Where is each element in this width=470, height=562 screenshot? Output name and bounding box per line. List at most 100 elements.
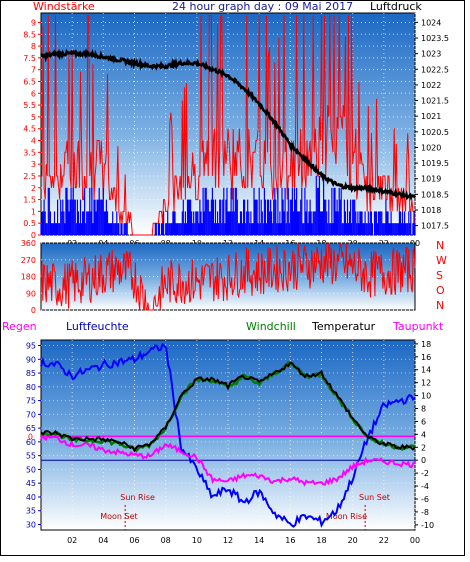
wind-axis-title: Windstärke [33, 0, 95, 13]
humidity-y-label-2: 40 [26, 493, 36, 502]
sun-rise-label: Sun Rise [120, 493, 155, 502]
moon-set-label: Moon Set [100, 512, 137, 521]
humidity-y-label-8: 70 [26, 410, 36, 419]
temp-x-label-4: 10 [192, 536, 202, 545]
pressure-y-label-6: 1020.5 [421, 128, 449, 137]
legend-regen: Regen [2, 320, 37, 333]
pressure-line [40, 48, 417, 201]
wind-y-label-11: 5.5 [23, 101, 36, 110]
dewpoint-line [40, 432, 416, 487]
rain-zero-label: 0 [28, 432, 33, 441]
temp-y-label-10: 10 [421, 392, 431, 401]
temp-y-label-6: 2 [421, 443, 426, 452]
wind-pressure-series [40, 14, 417, 236]
wind-y-label-0: 0 [31, 231, 36, 240]
dir-y-label-1: 90 [26, 289, 36, 298]
wind-y-label-5: 2.5 [23, 172, 36, 181]
legend-luftfeuchte: Luftfeuchte [66, 320, 129, 333]
pressure-y-label-3: 1019 [421, 175, 441, 184]
temperature-humidity-series: Sun Rise Moon Set Sun Set Moon Rise [40, 340, 416, 530]
chart-title: 24 hour graph day : 09 Mai 2017 [172, 0, 353, 13]
humidity-y-label-7: 65 [26, 424, 36, 433]
wind-y-label-12: 6 [31, 89, 36, 98]
temp-y-label-1: -8 [421, 508, 429, 517]
legend-windchill: Windchill [246, 320, 296, 333]
temp-x-label-11: 00 [410, 536, 420, 545]
humidity-y-label-13: 95 [26, 342, 36, 351]
temp-y-label-2: -6 [421, 495, 429, 504]
humidity-y-label-5: 55 [26, 452, 36, 461]
wind-y-label-16: 8 [31, 42, 36, 51]
legend-temperatur: Temperatur [311, 320, 376, 333]
temp-y-label-9: 8 [421, 405, 426, 414]
wind-y-label-7: 3.5 [23, 148, 36, 157]
humidity-y-label-3: 45 [26, 479, 36, 488]
wind-y-label-15: 7.5 [23, 54, 36, 63]
humidity-y-label-12: 90 [26, 355, 36, 364]
compass-label-1: W [436, 254, 447, 267]
temp-y-label-14: 18 [421, 340, 431, 349]
temp-y-label-12: 14 [421, 366, 431, 375]
temp-y-label-8: 6 [421, 417, 426, 426]
wind-y-label-1: 0.5 [23, 219, 36, 228]
compass-label-3: O [436, 284, 445, 297]
wind-y-label-10: 5 [31, 113, 36, 122]
humidity-y-label-4: 50 [26, 465, 36, 474]
temperature-humidity-panel [40, 339, 416, 531]
temp-x-label-10: 22 [379, 536, 389, 545]
temp-x-label-5: 12 [223, 536, 233, 545]
temp-y-label-4: -2 [421, 469, 429, 478]
pressure-y-label-11: 1023 [421, 50, 441, 59]
pressure-y-label-4: 1019.5 [421, 159, 449, 168]
temperature-humidity-axes: 03035404550556065707580859095-10-8-6-4-2… [26, 340, 434, 545]
wind-y-label-18: 9 [31, 18, 36, 27]
temp-y-label-0: -10 [421, 521, 434, 530]
wind-y-label-4: 2 [31, 184, 36, 193]
humidity-line [40, 342, 416, 529]
wind-y-label-13: 6.5 [23, 77, 36, 86]
temp-x-label-3: 08 [161, 536, 171, 545]
temp-y-label-7: 4 [421, 430, 426, 439]
wind-direction-series [40, 242, 416, 311]
wind-y-label-17: 8.5 [23, 30, 36, 39]
pressure-y-label-0: 1017.5 [421, 222, 449, 231]
sun-set-label: Sun Set [359, 493, 390, 502]
pressure-axis-title: Luftdruck [370, 0, 422, 13]
dir-y-label-3: 270 [21, 256, 36, 265]
pressure-y-label-8: 1021.5 [421, 97, 449, 106]
wind-y-label-8: 4 [31, 137, 36, 146]
temp-y-label-13: 16 [421, 353, 431, 362]
pressure-y-label-13: 1024 [421, 18, 441, 27]
wind-y-label-14: 7 [31, 66, 36, 75]
temp-y-label-3: -4 [421, 482, 429, 491]
temp-x-label-0: 02 [67, 536, 77, 545]
pressure-y-label-1: 1018 [421, 206, 441, 215]
temp-x-label-8: 18 [316, 536, 326, 545]
temp-x-label-7: 16 [285, 536, 295, 545]
wind-y-label-2: 1 [31, 207, 36, 216]
pressure-y-label-2: 1018.5 [421, 190, 449, 199]
pressure-y-label-5: 1020 [421, 143, 441, 152]
humidity-y-label-11: 85 [26, 369, 36, 378]
pressure-y-label-12: 1023.5 [421, 34, 449, 43]
compass-label-4: N [436, 299, 444, 312]
pressure-y-label-7: 1021 [421, 112, 441, 121]
legend-taupunkt: Taupunkt [392, 320, 444, 333]
dir-y-label-2: 180 [21, 273, 36, 282]
temp-y-label-5: 0 [421, 456, 426, 465]
wind-direction-line [40, 242, 416, 311]
temp-x-label-2: 06 [129, 536, 139, 545]
temp-x-label-6: 14 [254, 536, 264, 545]
wind-y-label-3: 1.5 [23, 196, 36, 205]
moon-rise-label: Moon Rise [326, 512, 367, 521]
wind-y-label-6: 3 [31, 160, 36, 169]
humidity-y-label-9: 75 [26, 397, 36, 406]
humidity-y-label-6: 60 [26, 438, 36, 447]
pressure-y-label-9: 1022 [421, 81, 441, 90]
dir-y-label-0: 0 [31, 306, 36, 315]
wind-y-label-9: 4.5 [23, 125, 36, 134]
temp-y-label-11: 12 [421, 379, 431, 388]
